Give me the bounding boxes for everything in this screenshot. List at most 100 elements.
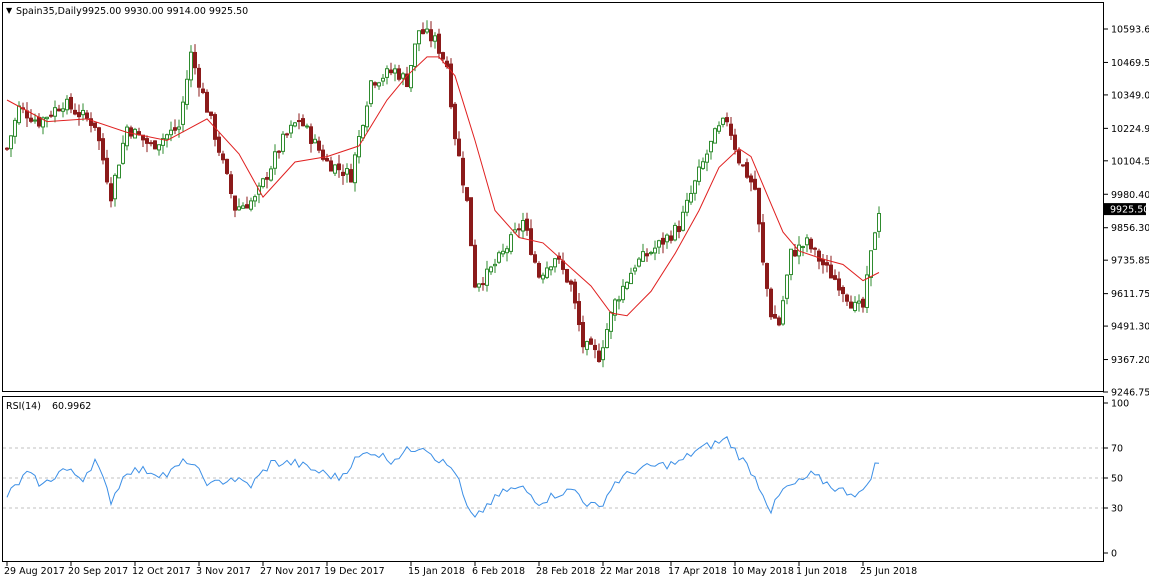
candle	[289, 120, 293, 138]
candle	[81, 103, 85, 121]
candle	[221, 150, 225, 164]
candle	[745, 158, 749, 179]
candle	[113, 173, 117, 207]
candle	[117, 164, 121, 179]
symbol-label: Spain35,Daily	[16, 6, 82, 17]
rsi-tick-label: 50	[1111, 474, 1123, 485]
moving-average-line	[6, 56, 880, 317]
candle	[845, 293, 849, 307]
candle	[185, 70, 189, 110]
candle	[637, 257, 641, 268]
rsi-line	[6, 436, 880, 518]
candle	[97, 126, 101, 151]
date-tick-label: 28 Feb 2018	[536, 566, 595, 577]
rsi-tick-label: 70	[1111, 444, 1123, 455]
candle	[349, 163, 353, 183]
candle	[753, 170, 757, 191]
ohlc-readout: 9925.00 9930.00 9914.00 9925.50	[82, 6, 248, 17]
candle	[53, 100, 57, 123]
candle	[377, 81, 381, 90]
candle	[333, 164, 337, 177]
chart-menu-arrow-icon[interactable]: ▼	[6, 6, 13, 15]
candle	[457, 131, 461, 157]
candle	[273, 144, 277, 175]
candle	[717, 121, 721, 135]
candle	[401, 71, 405, 86]
date-tick-label: 27 Nov 2017	[260, 566, 321, 577]
date-tick-label: 25 Jun 2018	[860, 566, 917, 577]
date-axis: 29 Aug 2017 20 Sep 2017 12 Oct 2017 3 Nov 2…	[4, 562, 917, 577]
candle	[537, 261, 541, 279]
candle	[73, 103, 77, 116]
candle	[837, 271, 841, 296]
candle	[709, 140, 713, 160]
price-tick-label: 9856.30	[1111, 223, 1149, 234]
candle	[453, 102, 457, 146]
candle	[605, 323, 609, 349]
candle	[381, 73, 385, 86]
candle	[593, 339, 597, 359]
candle	[217, 131, 221, 156]
candle	[417, 30, 421, 52]
candle	[733, 128, 737, 155]
candle	[701, 157, 705, 171]
candle	[705, 149, 709, 172]
price-tick-label: 9611.75	[1111, 289, 1149, 300]
candle	[345, 163, 349, 183]
candle	[385, 65, 389, 85]
candle	[577, 292, 581, 332]
candle	[413, 43, 417, 72]
candle	[89, 112, 93, 133]
candle	[461, 151, 465, 194]
candle	[829, 255, 833, 279]
candle	[545, 261, 549, 280]
candle	[121, 135, 125, 165]
price-tick-label: 10593.60	[1111, 25, 1149, 36]
date-tick-label: 12 Oct 2017	[132, 566, 191, 577]
candle	[341, 164, 345, 185]
candle	[437, 28, 441, 59]
candle	[369, 79, 373, 107]
candle	[397, 64, 401, 82]
candle	[181, 96, 185, 133]
candle	[425, 20, 429, 35]
candle	[85, 109, 89, 122]
candle	[61, 102, 65, 118]
candle	[477, 283, 481, 292]
candle	[849, 295, 853, 309]
candle	[497, 250, 501, 264]
candle	[161, 133, 165, 154]
rsi-panel	[2, 396, 1104, 562]
candle	[781, 295, 785, 326]
candle	[129, 125, 133, 139]
candle	[373, 81, 377, 89]
price-tick-label: 9735.85	[1111, 256, 1149, 267]
candle	[517, 223, 521, 238]
candle	[729, 116, 733, 141]
candle	[809, 237, 813, 253]
candle	[489, 265, 493, 275]
candle	[601, 340, 605, 368]
candle	[365, 101, 369, 132]
price-tick-label: 10104.55	[1111, 156, 1149, 167]
candle	[693, 179, 697, 201]
candle	[689, 185, 693, 205]
candle	[297, 113, 301, 130]
candle	[677, 220, 681, 239]
candle	[681, 205, 685, 232]
candle	[105, 149, 109, 185]
candle	[813, 246, 817, 256]
candle	[865, 265, 869, 313]
candle	[501, 243, 505, 258]
candle	[645, 248, 649, 262]
date-tick-label: 6 Feb 2018	[472, 566, 525, 577]
candle	[197, 63, 201, 97]
candle	[801, 245, 805, 257]
candle	[93, 122, 97, 131]
candle	[505, 245, 509, 262]
candle	[853, 296, 857, 313]
candle	[653, 240, 657, 261]
candle	[421, 22, 425, 35]
candle	[361, 124, 365, 141]
